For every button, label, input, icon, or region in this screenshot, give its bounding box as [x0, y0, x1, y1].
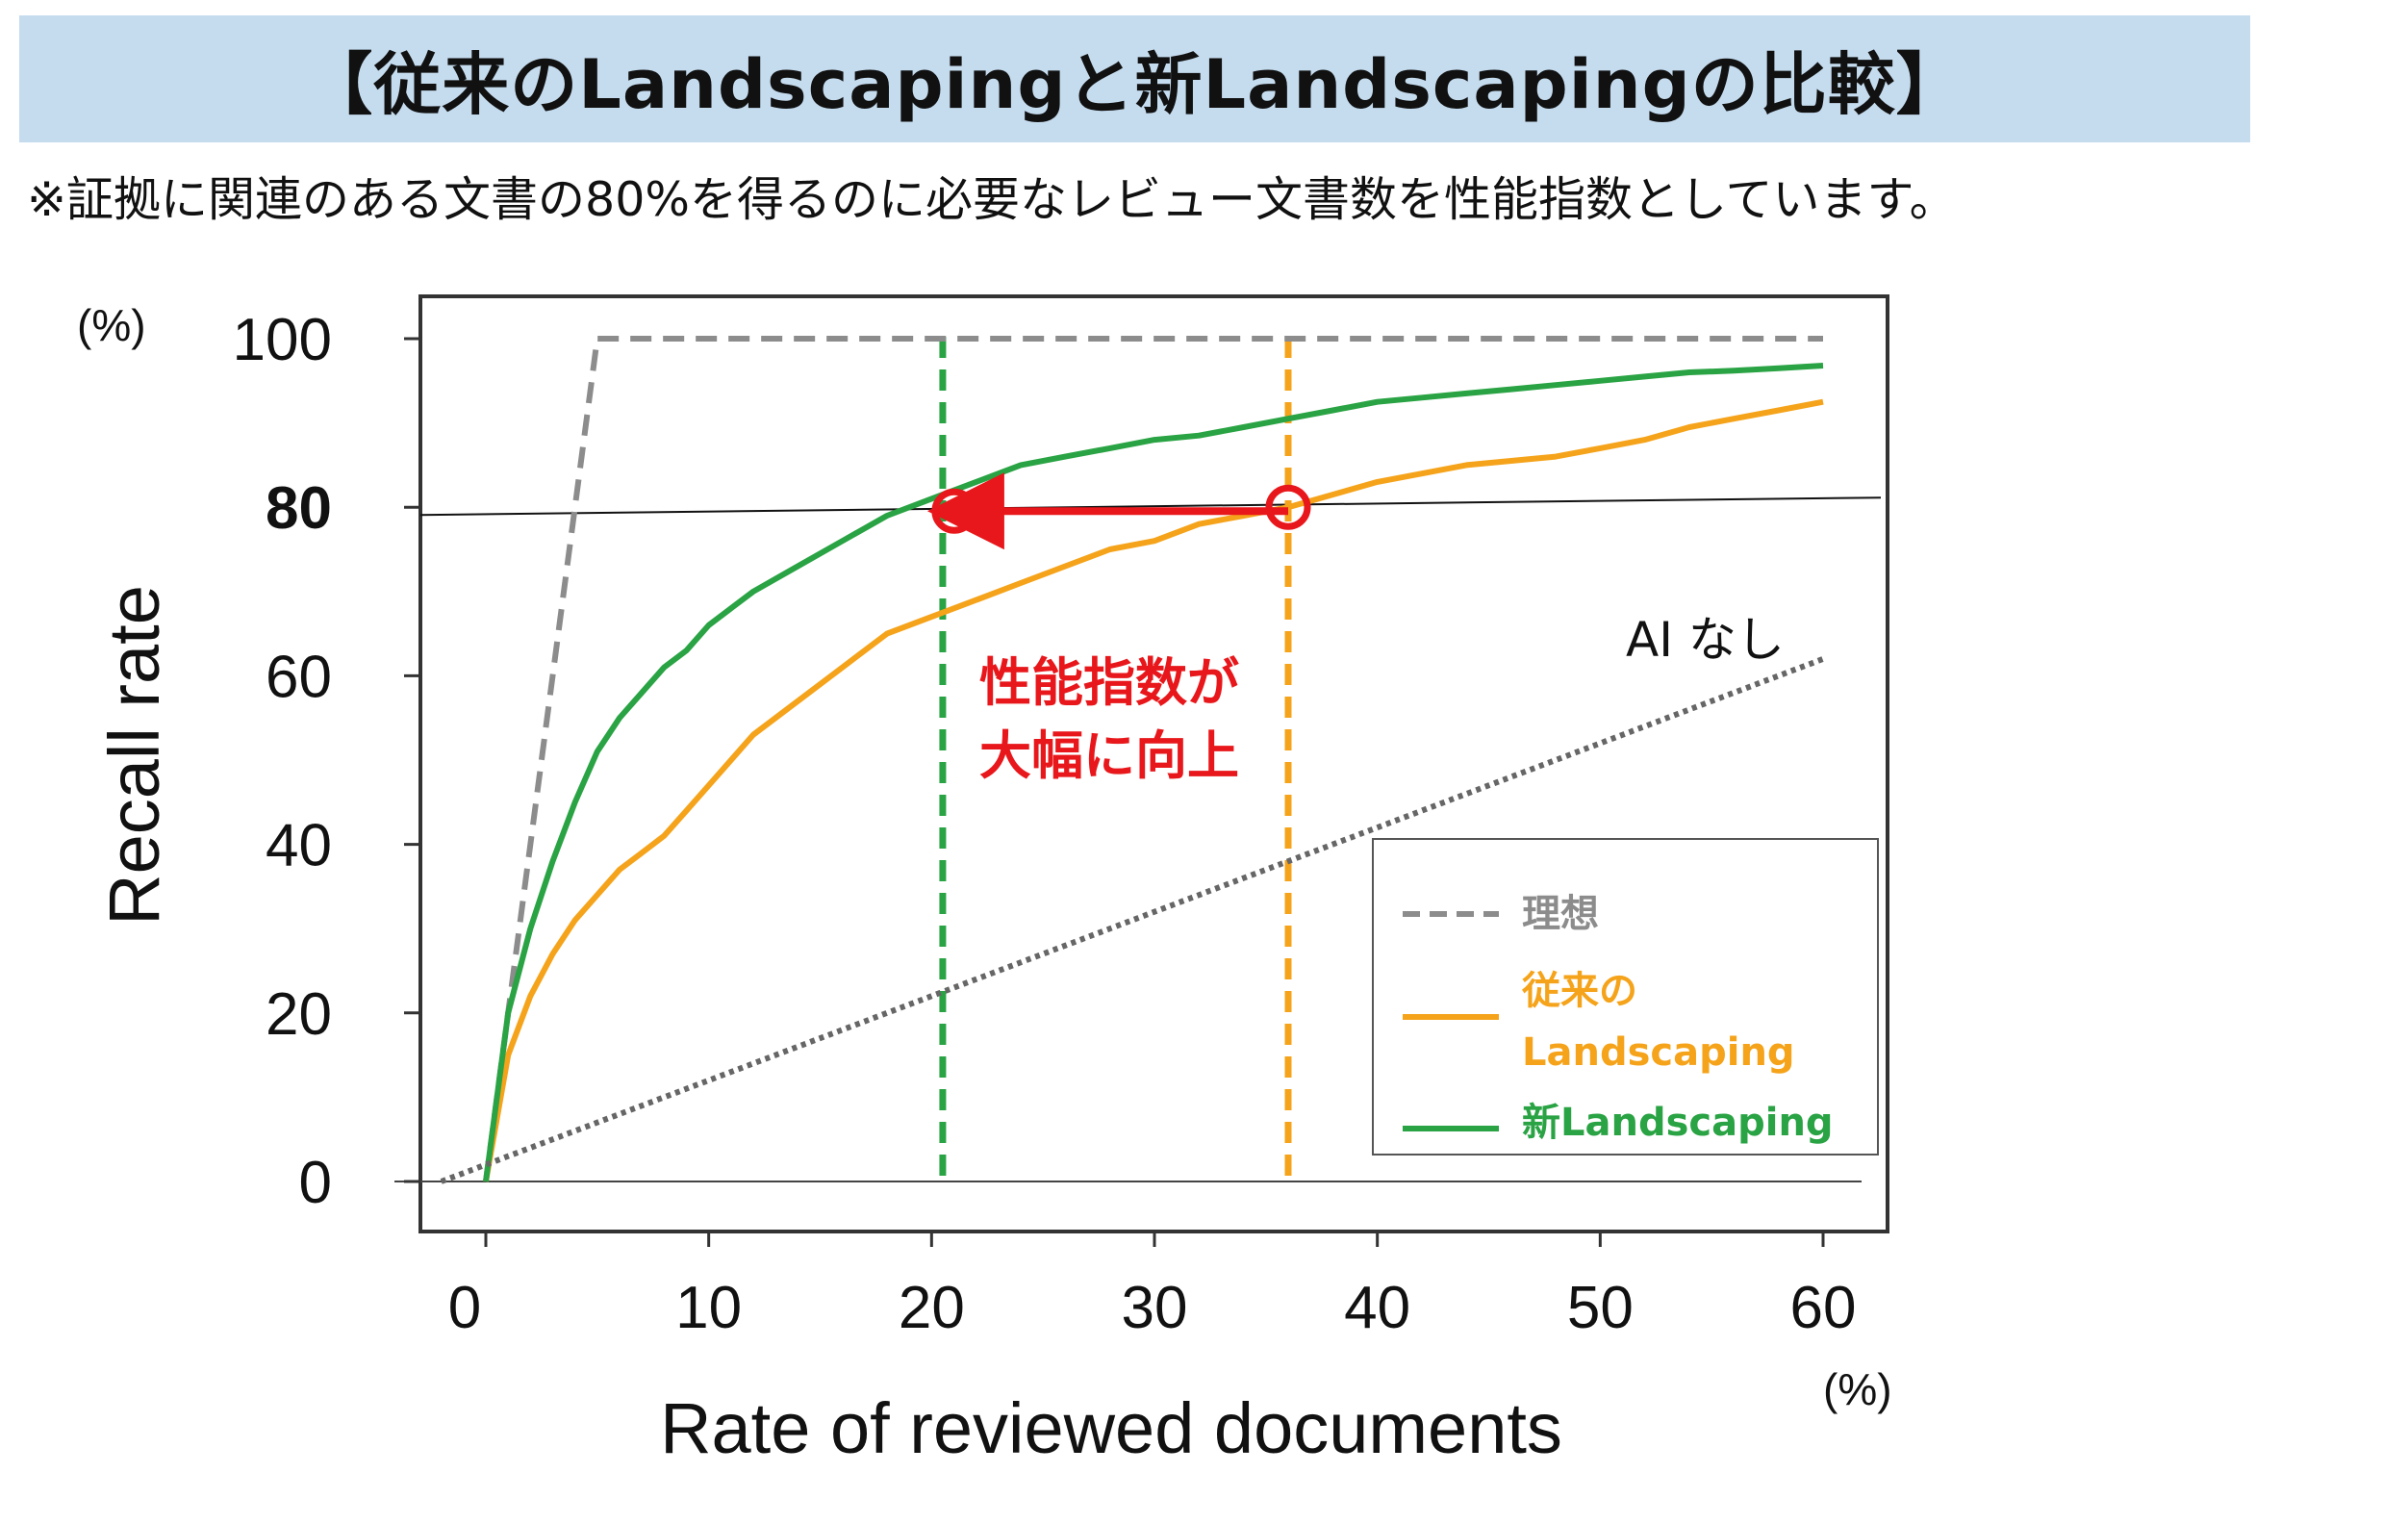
- legend-label-old-line1: 従来の: [1521, 969, 1637, 1013]
- x-tick-label: 30: [1122, 1275, 1188, 1341]
- crossing-marker-old: [1265, 484, 1311, 530]
- tick-marks: 0 20 40 60 80 100 0 10 20 30 40 50 60: [233, 307, 1862, 1341]
- legend-box: [1372, 838, 1879, 1156]
- legend: 理想 従来の Landscaping 新Landscaping: [1372, 838, 1879, 1156]
- annotation-line-0: 性能指数が: [979, 652, 1239, 713]
- legend-label-new: 新Landscaping: [1522, 1101, 1834, 1145]
- reference-line-80: [419, 496, 1882, 517]
- series-line-1: [483, 398, 1824, 1182]
- x-tick-label: 60: [1790, 1275, 1857, 1341]
- series-line-2: [483, 363, 1824, 1182]
- x-tick-label: 40: [1344, 1275, 1410, 1341]
- y-axis-unit: (%): [77, 300, 146, 350]
- line-label-no-ai: AI なし: [1626, 612, 1785, 668]
- page-title: 【従来のLandscapingと新Landscapingの比較】: [305, 44, 1964, 124]
- y-tick-label: 0: [299, 1150, 332, 1216]
- y-axis-title: Recall rate: [94, 585, 174, 926]
- x-tick-label: 0: [448, 1275, 481, 1341]
- y-tick-label: 100: [233, 307, 332, 373]
- y-tick-label: 80: [266, 475, 332, 542]
- y-tick-label: 40: [266, 813, 332, 879]
- title-banner: 【従来のLandscapingと新Landscapingの比較】: [19, 15, 2250, 142]
- x-axis-unit: (%): [1823, 1364, 1892, 1414]
- x-tick-label: 20: [899, 1275, 965, 1341]
- y-tick-label: 20: [266, 981, 332, 1048]
- x-axis-title: Rate of reviewed documents: [660, 1388, 1562, 1468]
- legend-label-old-line2: Landscaping: [1522, 1030, 1795, 1075]
- legend-label-ideal: 理想: [1522, 892, 1599, 936]
- annotation-line-1: 大幅に向上: [979, 725, 1239, 786]
- y-tick-label: 60: [266, 644, 332, 710]
- x-tick-label: 50: [1567, 1275, 1634, 1341]
- crossing-marker-new: [931, 488, 977, 534]
- note-text: ※証拠に関連のある文書の80%を得るのに必要なレビュー文書数を性能指数としていま…: [27, 172, 1957, 227]
- x-tick-label: 10: [675, 1275, 742, 1341]
